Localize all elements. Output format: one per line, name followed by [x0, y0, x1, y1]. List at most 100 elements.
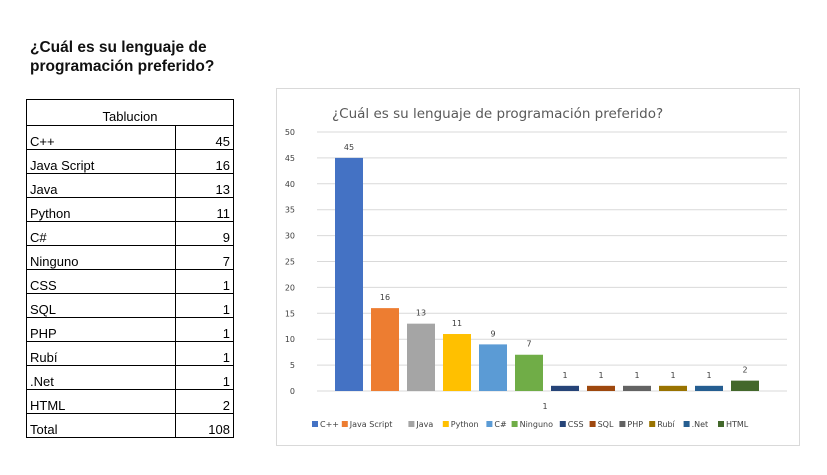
table-header: Tablucion [26, 99, 234, 126]
legend-label: CSS [568, 420, 584, 429]
table-row: .Net 1 [26, 365, 235, 390]
legend-swatch [511, 421, 518, 427]
table-header-row: Tablucion [26, 99, 234, 126]
y-tick-label: 35 [285, 206, 295, 215]
table-cell-count: 45 [174, 125, 235, 150]
y-tick-label: 20 [285, 283, 295, 292]
legend-swatch [442, 421, 449, 427]
legend-label: Rubí [657, 420, 675, 429]
legend-swatch [341, 421, 348, 427]
legend-label: SQL [598, 420, 614, 429]
table-cell-count: 1 [174, 269, 235, 294]
y-tick-label: 25 [285, 258, 295, 267]
table-cell-count: 11 [174, 197, 235, 222]
table-total-value: 108 [174, 413, 235, 438]
table-cell-language: Ninguno [26, 245, 176, 270]
y-tick-label: 5 [290, 361, 295, 370]
legend-swatch [312, 421, 318, 427]
legend-swatch [408, 421, 415, 427]
table-row: SQL 1 [26, 293, 235, 318]
table-total-row: Total 108 [26, 413, 235, 438]
legend-swatch [559, 421, 566, 427]
y-tick-label: 0 [290, 387, 295, 396]
bar [335, 157, 363, 391]
y-tick-label: 50 [285, 128, 295, 137]
table-cell-count: 16 [174, 149, 235, 174]
table-cell-language: SQL [26, 293, 176, 318]
legend-label: Python [451, 420, 479, 429]
data-label: 2 [742, 366, 747, 375]
data-label: 1 [706, 371, 711, 380]
legend-swatch [619, 421, 626, 427]
table-cell-language: Rubí [26, 341, 176, 366]
legend-swatch [486, 421, 493, 427]
data-label: 7 [526, 340, 531, 349]
legend-label: Ninguno [520, 420, 553, 429]
y-tick-label: 30 [285, 232, 295, 241]
bar [515, 354, 543, 391]
chart-title: ¿Cuál es su lenguaje de programación pre… [332, 106, 663, 122]
table-cell-count: 1 [174, 317, 235, 342]
legend-swatch [718, 421, 724, 427]
bar [371, 308, 399, 391]
table-row: CSS 1 [26, 269, 235, 294]
data-label: 45 [344, 143, 354, 152]
y-tick-label: 10 [285, 335, 295, 344]
bar [623, 385, 651, 391]
bar [443, 334, 471, 391]
data-label: 9 [490, 329, 495, 338]
data-label: 1 [670, 371, 675, 380]
chart-panel: 0 5 10 15 20 25 30 35 40 45 50 45 16 13 11 9 7 1 1 1 1 1 2 1 C… [276, 88, 800, 446]
table-cell-language: C# [26, 221, 176, 246]
legend-label: Java Script [349, 420, 393, 429]
legend-label: C++ [320, 420, 339, 429]
table-total-label: Total [26, 413, 176, 438]
stray-data-label: 1 [542, 402, 547, 411]
bar [551, 385, 579, 391]
table-cell-language: .Net [26, 365, 176, 390]
table-row: Rubí 1 [26, 341, 235, 366]
y-tick-label: 40 [285, 180, 295, 189]
table-row: Java Script 16 [26, 149, 235, 174]
legend-label: .Net [692, 420, 709, 429]
table-cell-language: Java [26, 173, 176, 198]
data-label: 1 [634, 371, 639, 380]
legend-swatch [589, 421, 596, 427]
data-label: 1 [598, 371, 603, 380]
bar [587, 385, 615, 391]
data-label: 1 [562, 371, 567, 380]
table-cell-language: HTML [26, 389, 176, 414]
results-table: Tablucion C++ 45 Java Script 16 Java 13 Python… [26, 99, 235, 438]
y-tick-label: 15 [285, 309, 295, 318]
y-tick-label: 45 [285, 154, 295, 163]
table-row: PHP 1 [26, 317, 235, 342]
legend-label: Java [415, 420, 433, 429]
table-cell-count: 1 [174, 365, 235, 390]
table-cell-count: 13 [174, 173, 235, 198]
bar [659, 385, 687, 391]
table-cell-count: 7 [174, 245, 235, 270]
data-label: 11 [452, 319, 462, 328]
table-cell-count: 1 [174, 341, 235, 366]
legend-swatch [683, 421, 690, 427]
table-row: Python 11 [26, 197, 235, 222]
table-cell-language: C++ [26, 125, 176, 150]
table-cell-language: CSS [26, 269, 176, 294]
legend-swatch [649, 421, 656, 427]
table-row: HTML 2 [26, 389, 235, 414]
table-cell-language: PHP [26, 317, 176, 342]
table-cell-count: 9 [174, 221, 235, 246]
table-cell-count: 2 [174, 389, 235, 414]
bar [695, 385, 723, 391]
legend-label: C# [494, 420, 507, 429]
bar [731, 380, 759, 391]
data-label: 13 [416, 309, 426, 318]
legend-label: HTML [726, 420, 749, 429]
page-heading: ¿Cuál es su lenguaje de programación pre… [30, 39, 215, 75]
legend-label: PHP [627, 420, 643, 429]
table-cell-count: 1 [174, 293, 235, 318]
table-row: C++ 45 [26, 125, 235, 150]
table-row: C# 9 [26, 221, 235, 246]
bar [407, 323, 435, 391]
